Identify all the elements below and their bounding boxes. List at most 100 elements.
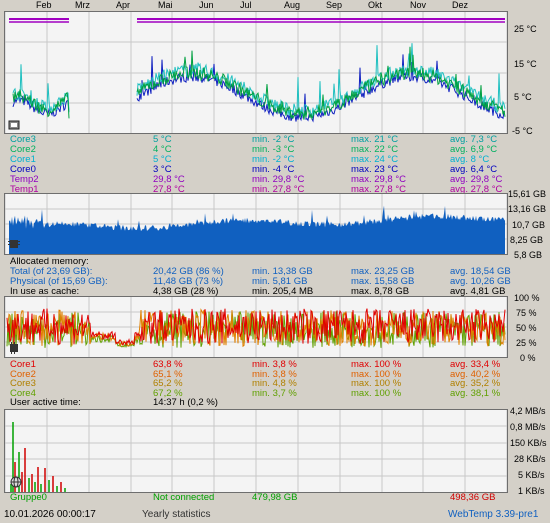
cpu-series [6,308,506,347]
stat-row: Core1 63,8 % min. 3,8 % max. 100 % avg. 33,4… [10,360,550,370]
stat-current: 65,1 % [153,368,183,380]
mem-axis-10-7: 10,7 GB [512,220,546,230]
stat-name: Core2 [10,144,36,155]
stat-name: Temp1 [10,184,39,195]
memory-chip-icon [8,240,20,248]
stat-avg: avg. 27,8 °C [450,184,503,195]
net-axis-5kb: 5 KB/s [518,470,545,480]
temperature-graph [4,11,508,134]
cpu-axis-100: 100 % [514,293,540,303]
stat-current: 29,8 °C [153,174,185,185]
stat-current: 67,2 % [153,387,183,399]
stat-avg: avg. 35,2 % [450,378,501,389]
stat-max: max. 23,25 GB [351,266,415,277]
month-label: Aug [284,0,301,10]
stat-current: 5 °C [153,154,172,165]
net-axis-28kb: 28 KB/s [514,454,546,464]
network-globe-icon [10,476,22,488]
network-graph [4,409,508,493]
stat-max: max. 29,8 °C [351,174,407,185]
stat-row: In use as cache: 4,38 GB (28 %) min. 205,4… [10,287,550,297]
stat-avg: avg. 40,2 % [450,368,501,380]
stat-max: max. 21 °C [351,134,399,145]
temp-axis-5: 5 °C [514,92,532,102]
stat-row: Core0 3 °C min. -4 °C max. 23 °C avg. 6,4 °C [10,165,550,175]
stat-name: Total (of 23,69 GB): [10,266,93,277]
temp-axis-minus5: -5 °C [512,126,533,136]
network-chart [5,410,507,492]
stat-row: Temp2 29,8 °C min. 29,8 °C max. 29,8 °C avg.… [10,175,550,185]
cpu-axis-75: 75 % [516,308,537,318]
network-group-name: Gruppe0 [10,492,47,503]
memory-graph [4,193,508,255]
stat-current: 4,38 GB (28 %) [153,286,219,297]
stat-max: max. 23 °C [351,164,399,175]
stat-row: Core3 65,2 % min. 4,8 % max. 100 % avg. 35,2… [10,379,550,389]
stat-max: max. 27,8 °C [351,184,407,195]
stat-current: 65,2 % [153,378,183,389]
stat-name: Core3 [10,378,36,389]
stat-avg: avg. 6,9 °C [450,144,498,155]
stat-avg: avg. 33,4 % [450,359,501,370]
stat-row: Core3 5 °C min. -2 °C max. 21 °C avg. 7,3 °C [10,135,550,145]
mem-axis-5-8: 5,8 GB [514,250,543,260]
stat-name: Core4 [10,387,36,399]
stat-avg: avg. 18,54 GB [450,266,511,277]
stat-name: Core3 [10,134,36,145]
stat-min: min. -3 °C [252,144,295,155]
month-label: Dez [452,0,469,10]
footer-timestamp: 10.01.2026 00:00:17 [4,509,96,520]
stat-avg: avg. 6,4 °C [450,164,498,175]
net-axis-150kb: 150 KB/s [510,438,547,448]
stat-row: Core2 4 °C min. -3 °C max. 22 °C avg. 6,9 °C [10,145,550,155]
stat-current: 3 °C [153,164,172,175]
temp-series [12,46,506,121]
stat-avg: avg. 10,26 GB [450,276,511,287]
stat-max: max. 24 °C [351,154,399,165]
stat-min: min. 5,81 GB [252,276,308,287]
stat-row: Total (of 23,69 GB): 20,42 GB (86 %) min. … [10,267,550,277]
network-status: Not connected [153,492,215,503]
mem-axis-8-25: 8,25 GB [510,235,544,245]
memory-area [9,205,505,254]
stat-name: Physical (of 15,69 GB): [10,276,108,287]
stat-min: min. -2 °C [252,134,295,145]
stat-name: In use as cache: [10,286,80,297]
month-label: Sep [326,0,343,10]
stat-current: 20,42 GB (86 %) [153,266,224,277]
month-label: Apr [116,0,131,10]
stat-name: Temp2 [10,174,39,185]
stat-row: Core4 67,2 % min. 3,7 % max. 100 % avg. 38,1… [10,387,550,399]
stat-max: max. 15,58 GB [351,276,415,287]
mem-axis-13-16: 13,16 GB [508,204,547,214]
cpu-load-graph [4,296,508,358]
stat-max: max. 22 °C [351,144,399,155]
stat-min: min. -2 °C [252,154,295,165]
month-label: Nov [410,0,427,10]
stat-min: min. 13,38 GB [252,266,313,277]
user-active-row: User active time: 14:37 h (0,2 %) [10,398,550,408]
stat-row: Physical (of 15,69 GB): 11,48 GB (73 %) mi… [10,277,550,287]
stat-current: 4 °C [153,144,172,155]
user-active-label: User active time: [10,397,81,408]
footer-version[interactable]: WebTemp 3.39-pre1 [448,509,539,520]
stat-max: max. 100 % [351,368,402,380]
net-axis-0-8mb: 0,8 MB/s [510,422,546,432]
stat-min: min. 4,8 % [252,378,297,389]
cpu-chip-icon [10,342,18,354]
temp-axis-25: 25 °C [514,24,537,34]
mem-axis-15-61: 15,61 GB [508,189,547,199]
memory-title: Allocated memory: [10,256,89,267]
month-label: Okt [368,0,383,10]
stat-name: Core2 [10,368,36,380]
month-label: Jul [240,0,252,10]
cpu-axis-25: 25 % [516,338,537,348]
user-active-value: 14:37 h (0,2 %) [153,397,218,408]
stat-min: min. 29,8 °C [252,174,305,185]
temp-series [12,43,506,118]
stat-avg: avg. 4,81 GB [450,286,506,297]
cpu-axis-50: 50 % [516,323,537,333]
temp-series [12,54,506,123]
stat-row: Core2 65,1 % min. 3,8 % max. 100 % avg. 40,2… [10,368,550,380]
